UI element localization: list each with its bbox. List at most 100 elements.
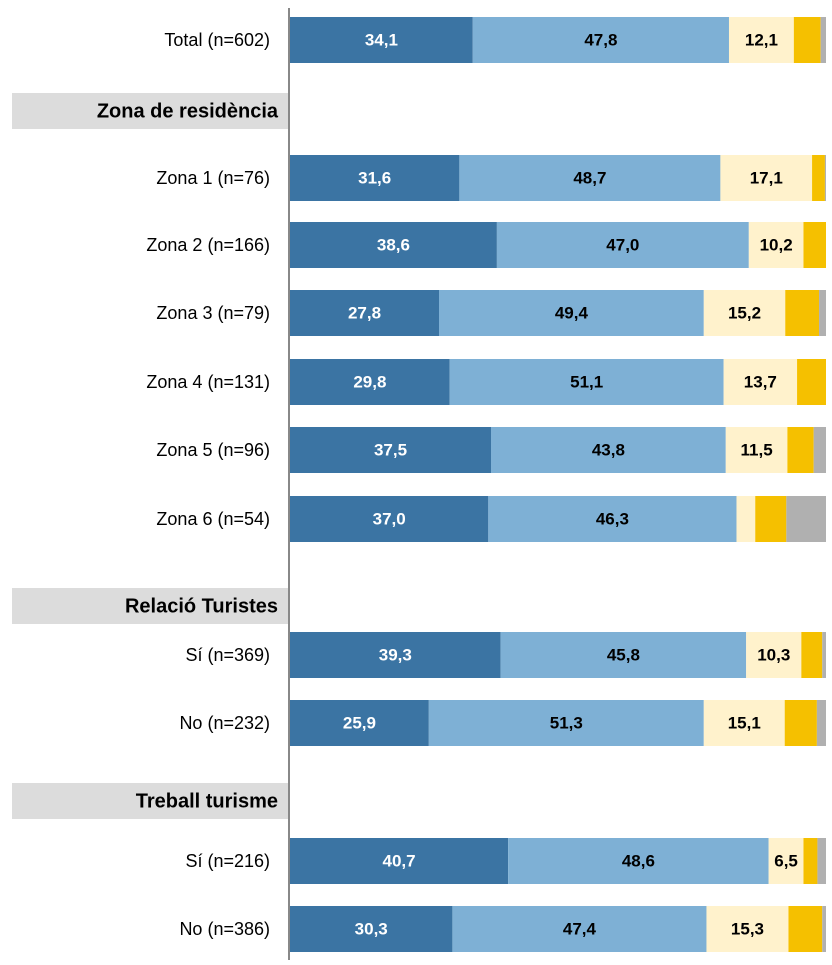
section-header: Relació Turistes (125, 595, 278, 617)
section-header-bg (12, 783, 289, 819)
section-header: Treball turisme (136, 790, 278, 812)
bar-segment (725, 427, 788, 473)
bar-segment (786, 496, 826, 542)
value-label: 49,4 (555, 303, 589, 322)
value-label: 48,7 (573, 168, 606, 187)
bar-segment (768, 838, 804, 884)
value-label: 13,7 (744, 372, 777, 391)
bar-segment (290, 155, 460, 201)
bar-segment (290, 222, 497, 268)
value-label: 11,5 (741, 440, 773, 459)
bar-segment (488, 496, 737, 542)
bar-segment (728, 17, 794, 63)
bar-segment (803, 838, 818, 884)
bar-segment (290, 838, 509, 884)
bar-segment (472, 17, 729, 63)
value-label: 43,8 (592, 440, 625, 459)
bar-segment (290, 700, 429, 746)
bar-segment (491, 427, 726, 473)
value-label: 15,1 (728, 713, 761, 732)
bar-segment (797, 359, 826, 405)
bar-segment (788, 906, 823, 952)
section-header-bg (12, 93, 289, 129)
bar-segment (748, 222, 804, 268)
value-label: 10,3 (757, 645, 790, 664)
value-label: 37,0 (373, 509, 406, 528)
bar-segment (755, 496, 787, 542)
bar-segment (801, 632, 823, 678)
section-header: Zona de residència (97, 100, 279, 122)
bar-segment (703, 290, 786, 336)
bar-segment (439, 290, 704, 336)
bar-segment (428, 700, 704, 746)
bar-segment (452, 906, 707, 952)
bar-segment (787, 427, 814, 473)
bar-segment (723, 359, 798, 405)
bar-segment (820, 17, 826, 63)
value-label: 12,1 (745, 30, 778, 49)
value-label: 37,5 (374, 440, 407, 459)
category-label: Zona 6 (n=54) (156, 509, 270, 529)
bar-segment (290, 632, 501, 678)
bar-segment (793, 17, 821, 63)
value-label: 25,9 (343, 713, 376, 732)
bar-segment (813, 427, 826, 473)
value-label: 45,8 (607, 645, 640, 664)
value-label: 47,8 (584, 30, 617, 49)
value-label: 39,3 (379, 645, 412, 664)
bar-segment (703, 700, 785, 746)
bar-segment (449, 359, 724, 405)
bar-segment (785, 290, 820, 336)
bar-segment (290, 290, 440, 336)
bar-segment (290, 359, 450, 405)
bar-segment (803, 222, 826, 268)
value-label: 47,0 (606, 235, 639, 254)
bar-segment (459, 155, 721, 201)
bar-segment (746, 632, 802, 678)
category-label: Total (n=602) (164, 30, 270, 50)
value-label: 31,6 (358, 168, 391, 187)
bar-segment (290, 17, 473, 63)
value-label: 10,2 (760, 235, 793, 254)
value-label: 40,7 (383, 851, 416, 870)
value-label: 15,2 (728, 303, 761, 322)
bar-segment (500, 632, 747, 678)
value-label: 27,8 (348, 303, 381, 322)
value-label: 34,1 (365, 30, 398, 49)
value-label: 48,6 (622, 851, 655, 870)
bar-segment (784, 700, 817, 746)
category-label: Zona 5 (n=96) (156, 440, 270, 460)
value-label: 15,3 (731, 919, 764, 938)
category-label: Zona 4 (n=131) (146, 372, 270, 392)
category-label: Sí (n=216) (185, 851, 270, 871)
bar-segment (812, 155, 825, 201)
value-label: 30,3 (355, 919, 388, 938)
category-label: No (n=386) (179, 919, 270, 939)
value-label: 29,8 (353, 372, 386, 391)
bar-segment (720, 155, 813, 201)
category-label: Sí (n=369) (185, 645, 270, 665)
category-label: Zona 2 (n=166) (146, 235, 270, 255)
bar-segment (824, 155, 826, 201)
bar-segment (736, 496, 756, 542)
bar-segment (290, 496, 489, 542)
bar-segment (822, 632, 826, 678)
bar-segment (819, 290, 826, 336)
value-label: 38,6 (377, 235, 410, 254)
bar-segment (817, 838, 826, 884)
value-label: 51,3 (550, 713, 583, 732)
section-header-bg (12, 588, 289, 624)
bar-segment (822, 906, 826, 952)
bar-segment (496, 222, 749, 268)
value-label: 46,3 (596, 509, 629, 528)
bar-segment (706, 906, 789, 952)
bar-segment (508, 838, 769, 884)
bar-segment (290, 427, 491, 473)
value-label: 47,4 (563, 919, 597, 938)
value-label: 51,1 (570, 372, 603, 391)
bar-segment (290, 906, 453, 952)
value-label: 6,5 (774, 851, 798, 870)
bar-segment (816, 700, 826, 746)
value-label: 17,1 (750, 168, 783, 187)
